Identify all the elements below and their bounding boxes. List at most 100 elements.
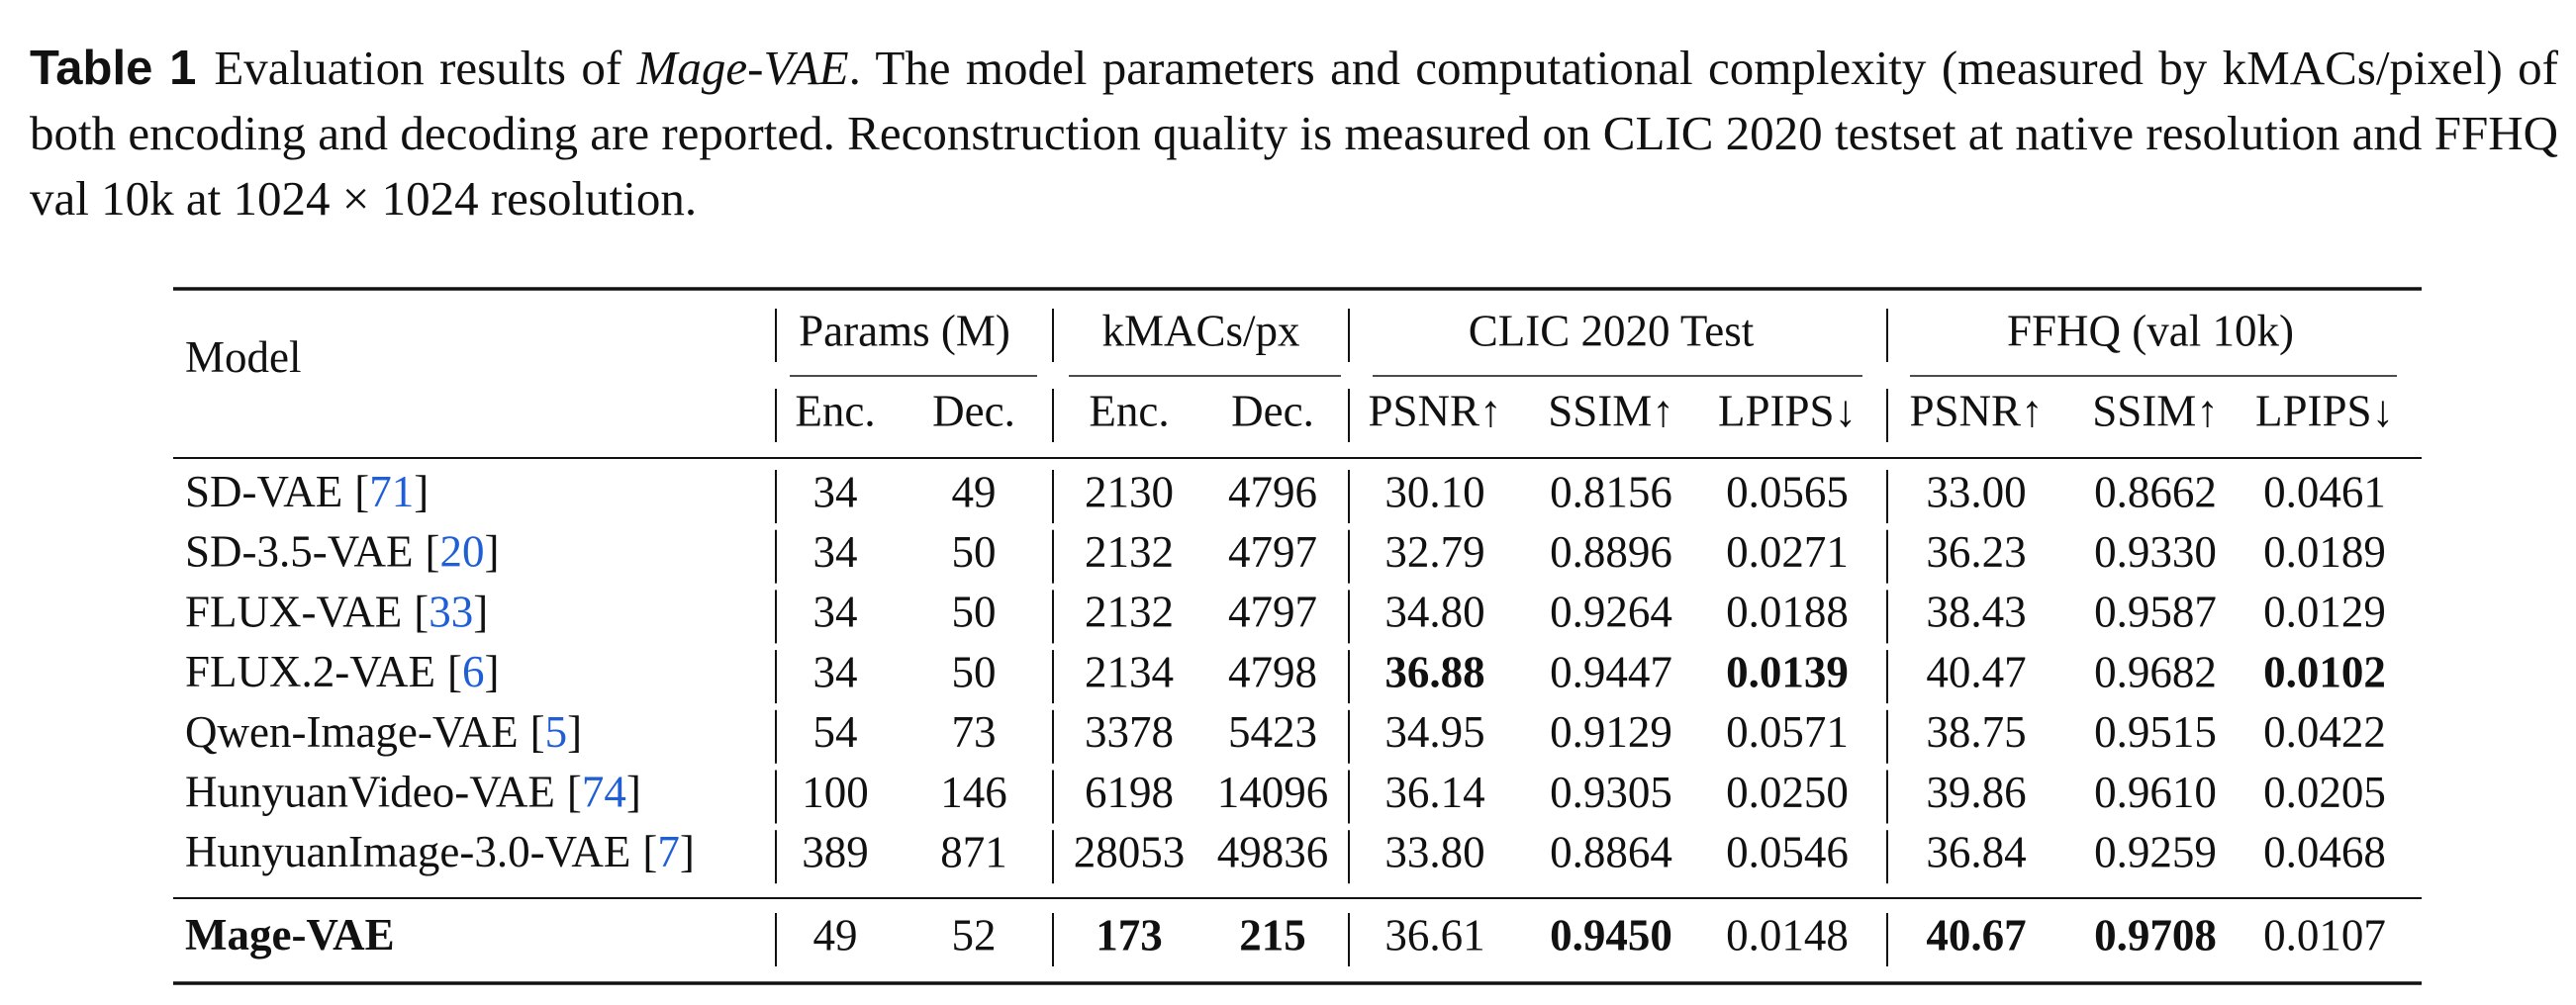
citation-part: ] bbox=[473, 588, 488, 637]
cell: 38.75 bbox=[1926, 707, 2026, 757]
cell: 50 bbox=[952, 527, 997, 577]
group-header: CLIC 2020 Test bbox=[1469, 306, 1755, 355]
citation-part: 71 bbox=[369, 467, 414, 516]
cell: 0.9587 bbox=[2094, 588, 2217, 637]
cell: 0.9330 bbox=[2094, 527, 2217, 577]
cell: 40.47 bbox=[1926, 647, 2026, 696]
cell: 33.00 bbox=[1926, 467, 2026, 516]
column-header: PSNR↑ bbox=[1368, 386, 1501, 435]
citation-part: 74 bbox=[582, 768, 626, 817]
cell: 50 bbox=[952, 588, 997, 637]
group-header: FFHQ (val 10k) bbox=[2007, 306, 2294, 355]
model: Mage-VAE bbox=[185, 910, 395, 959]
cell: 0.0139 bbox=[1726, 647, 1849, 696]
cell: 38.43 bbox=[1926, 588, 2026, 637]
citation: [7] bbox=[642, 828, 695, 877]
cell: 4798 bbox=[1228, 647, 1317, 696]
cell: 146 bbox=[940, 768, 1007, 817]
model-name: HunyuanImage-3.0-VAE [7] bbox=[185, 828, 695, 877]
column-header: PSNR↑ bbox=[1909, 386, 2043, 435]
model-name: SD-VAE [71] bbox=[185, 467, 429, 516]
cell: 0.0102 bbox=[2263, 647, 2386, 696]
citation-part: [ bbox=[642, 828, 657, 877]
cell: 34 bbox=[813, 647, 858, 696]
cell: 34 bbox=[813, 588, 858, 637]
cell: 2132 bbox=[1085, 588, 1174, 637]
cell: 2130 bbox=[1085, 467, 1174, 516]
column-header: LPIPS↓ bbox=[2255, 386, 2394, 435]
cell: 0.0129 bbox=[2263, 588, 2386, 637]
cell: 33.80 bbox=[1384, 828, 1484, 877]
citation-part: ] bbox=[626, 768, 641, 817]
cell: 2134 bbox=[1085, 647, 1174, 696]
cell: 2132 bbox=[1085, 527, 1174, 577]
cell: 40.67 bbox=[1926, 910, 2026, 959]
citation-part: ] bbox=[414, 467, 429, 516]
caption-text: Evaluation results of bbox=[214, 41, 637, 95]
citation-part: [ bbox=[567, 768, 582, 817]
citation: [20] bbox=[425, 527, 499, 577]
model-name: Qwen-Image-VAE [5] bbox=[185, 707, 582, 757]
citation-part: [ bbox=[530, 707, 545, 757]
cell: 0.0468 bbox=[2263, 828, 2386, 877]
cell: 0.9515 bbox=[2094, 707, 2217, 757]
model-name: SD-3.5-VAE [20] bbox=[185, 527, 499, 577]
cell: 0.0461 bbox=[2263, 467, 2386, 516]
cell: 34 bbox=[813, 467, 858, 516]
column-header: SSIM↑ bbox=[2092, 386, 2219, 435]
model-name: FLUX-VAE [33] bbox=[185, 588, 488, 637]
cell: 871 bbox=[940, 828, 1007, 877]
cell: 4797 bbox=[1228, 588, 1317, 637]
cell: 0.0189 bbox=[2263, 527, 2386, 577]
citation-part: ] bbox=[484, 647, 499, 696]
model: HunyuanImage-3.0-VAE bbox=[185, 828, 630, 877]
cell: 34.80 bbox=[1384, 588, 1484, 637]
model-name: FLUX.2-VAE [6] bbox=[185, 647, 499, 696]
citation: [33] bbox=[414, 588, 488, 637]
caption-label: Table 1 bbox=[30, 42, 197, 95]
cell: 0.8896 bbox=[1550, 527, 1672, 577]
cell: 0.9610 bbox=[2094, 768, 2217, 817]
column-header: Enc. bbox=[1089, 386, 1169, 435]
citation-part: 5 bbox=[545, 707, 568, 757]
model: SD-3.5-VAE bbox=[185, 527, 413, 577]
citation: [71] bbox=[354, 467, 429, 516]
cell: 0.0250 bbox=[1726, 768, 1849, 817]
cell: 14096 bbox=[1217, 768, 1329, 817]
cell: 34 bbox=[813, 527, 858, 577]
citation-part: ] bbox=[567, 707, 582, 757]
cell: 0.9259 bbox=[2094, 828, 2217, 877]
cell: 0.9129 bbox=[1550, 707, 1672, 757]
cell: 4796 bbox=[1228, 467, 1317, 516]
cell: 5423 bbox=[1228, 707, 1317, 757]
cell: 0.0571 bbox=[1726, 707, 1849, 757]
caption: Table 1 Evaluation results of Mage-VAE. T… bbox=[30, 36, 2558, 231]
cell: 28053 bbox=[1074, 828, 1186, 877]
cell: 215 bbox=[1239, 910, 1306, 959]
cell: 49 bbox=[952, 467, 997, 516]
column-header: Dec. bbox=[932, 386, 1015, 435]
model: FLUX-VAE bbox=[185, 588, 402, 637]
column-header: SSIM↑ bbox=[1548, 386, 1674, 435]
cell: 0.0565 bbox=[1726, 467, 1849, 516]
cell: 173 bbox=[1096, 910, 1163, 959]
cell: 0.8156 bbox=[1550, 467, 1672, 516]
model-name: HunyuanVideo-VAE [74] bbox=[185, 768, 641, 817]
cell: 0.8864 bbox=[1550, 828, 1672, 877]
model: Qwen-Image-VAE bbox=[185, 707, 519, 757]
cell: 52 bbox=[952, 910, 997, 959]
cell: 0.9450 bbox=[1550, 910, 1672, 959]
cell: 0.8662 bbox=[2094, 467, 2217, 516]
cell: 389 bbox=[802, 828, 869, 877]
group-header: kMACs/px bbox=[1101, 306, 1299, 355]
citation-part: 6 bbox=[462, 647, 485, 696]
caption-text: . The model parameters and computational… bbox=[30, 41, 2558, 226]
cell: 39.86 bbox=[1926, 768, 2026, 817]
model: FLUX.2-VAE bbox=[185, 647, 435, 696]
citation-part: [ bbox=[354, 467, 369, 516]
cell: 0.0422 bbox=[2263, 707, 2386, 757]
cell: 36.61 bbox=[1384, 910, 1484, 959]
cell: 49836 bbox=[1217, 828, 1329, 877]
citation-part: [ bbox=[425, 527, 439, 577]
